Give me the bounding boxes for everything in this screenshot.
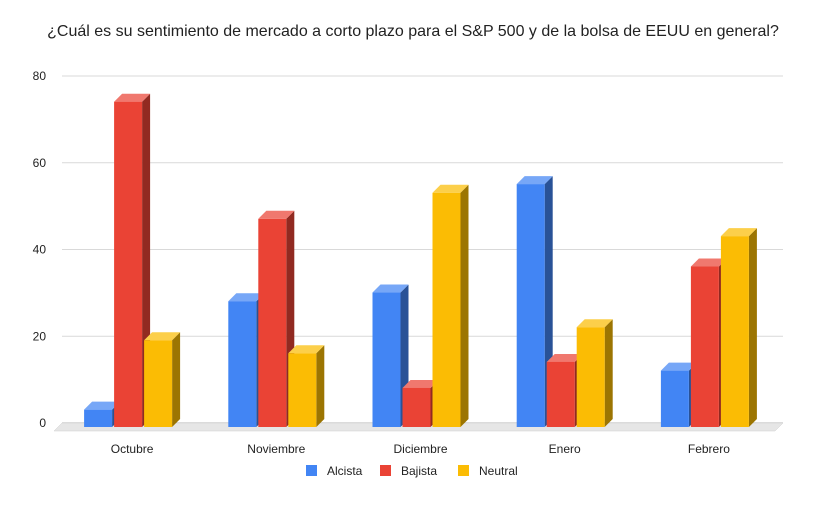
legend-item-alcista: Alcista (306, 464, 363, 478)
legend-swatch (458, 465, 469, 476)
y-tick-label: 40 (33, 243, 47, 257)
legend-swatch (306, 465, 317, 476)
legend-swatch (380, 465, 391, 476)
legend-item-neutral: Neutral (458, 464, 518, 478)
y-tick-label: 0 (39, 416, 46, 430)
x-tick-label: Febrero (688, 442, 730, 456)
bars-layer (84, 93, 757, 427)
bar-neutral-octubre (144, 332, 181, 427)
legend-label: Bajista (401, 464, 437, 478)
bar-neutral-febrero (720, 228, 757, 427)
bar-neutral-noviembre (288, 345, 325, 427)
x-tick-label: Diciembre (393, 442, 447, 456)
bar-bajista-noviembre (258, 210, 295, 427)
legend-label: Neutral (479, 464, 518, 478)
y-tick-label: 20 (33, 329, 47, 343)
x-tick-label: Noviembre (247, 442, 305, 456)
y-tick-label: 60 (33, 156, 47, 170)
x-tick-label: Octubre (111, 442, 154, 456)
bar-neutral-enero (576, 319, 613, 427)
bar-neutral-diciembre (432, 184, 469, 427)
legend-item-bajista: Bajista (380, 464, 437, 478)
chart-title: ¿Cuál es su sentimiento de mercado a cor… (47, 23, 779, 40)
y-tick-label: 80 (33, 69, 47, 83)
y-axis: 0 20 40 60 80 (33, 69, 47, 430)
x-axis: Octubre Noviembre Diciembre Enero Febrero (111, 442, 730, 456)
legend-label: Alcista (327, 464, 363, 478)
x-tick-label: Enero (549, 442, 581, 456)
legend: Alcista Bajista Neutral (306, 464, 518, 478)
